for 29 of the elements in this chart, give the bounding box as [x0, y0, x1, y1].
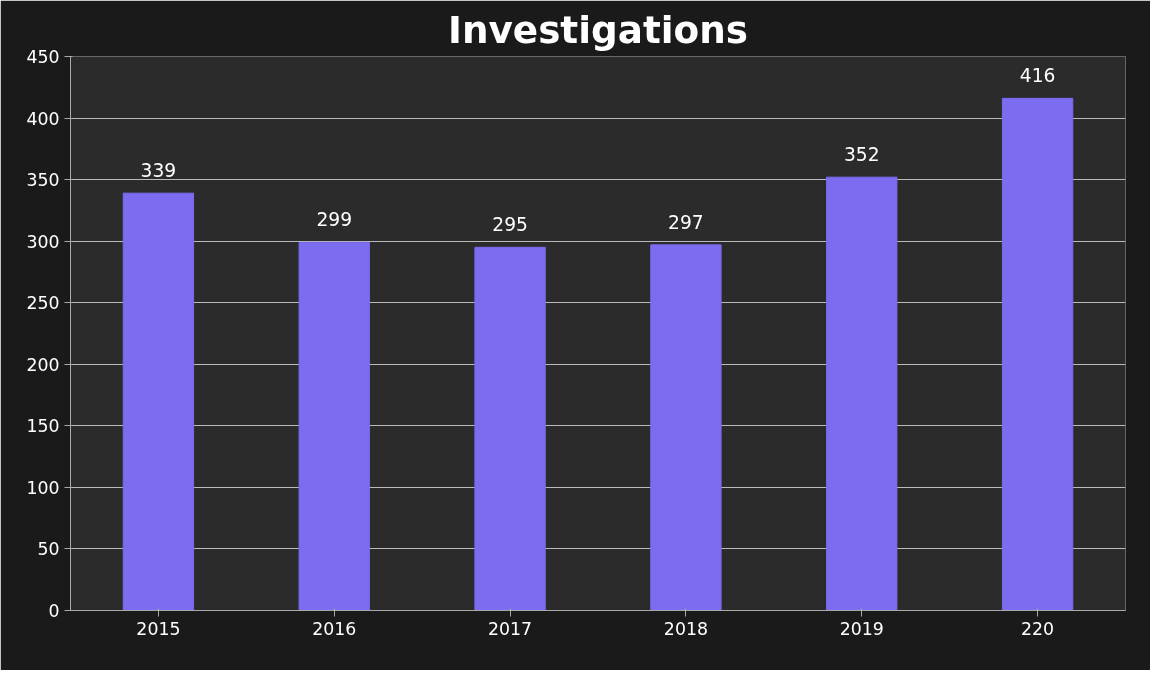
y-tick-label: 150	[26, 416, 60, 437]
bar	[298, 241, 370, 611]
data-label: 297	[668, 211, 704, 233]
data-label: 299	[316, 209, 353, 231]
y-tick-label: 250	[26, 293, 60, 314]
data-label: 295	[492, 214, 528, 236]
data-label: 339	[140, 160, 177, 182]
x-tick-label: 2015	[136, 618, 181, 639]
y-tick-label: 50	[37, 539, 60, 560]
bar	[474, 246, 546, 611]
y-tick-label: 400	[26, 108, 60, 129]
x-tick-label: 2016	[312, 618, 357, 639]
y-tick-label: 350	[26, 170, 60, 191]
bar	[650, 244, 722, 611]
data-label: 352	[843, 144, 880, 166]
bar	[826, 176, 898, 611]
bar	[1001, 97, 1074, 611]
x-tick-label: 2019	[839, 618, 884, 639]
data-label: 416	[1019, 65, 1056, 87]
bar	[122, 192, 195, 611]
x-tick-label: 2018	[663, 618, 708, 639]
y-tick-label: 200	[26, 354, 60, 375]
y-tick-label: 300	[26, 231, 60, 252]
chart-title: Investigations	[448, 7, 748, 52]
x-tick-label: 220	[1021, 618, 1055, 639]
y-tick-label: 100	[26, 477, 60, 498]
y-tick-label: 0	[48, 601, 60, 621]
x-tick-label: 2017	[488, 618, 533, 639]
y-tick-label: 450	[26, 47, 60, 67]
